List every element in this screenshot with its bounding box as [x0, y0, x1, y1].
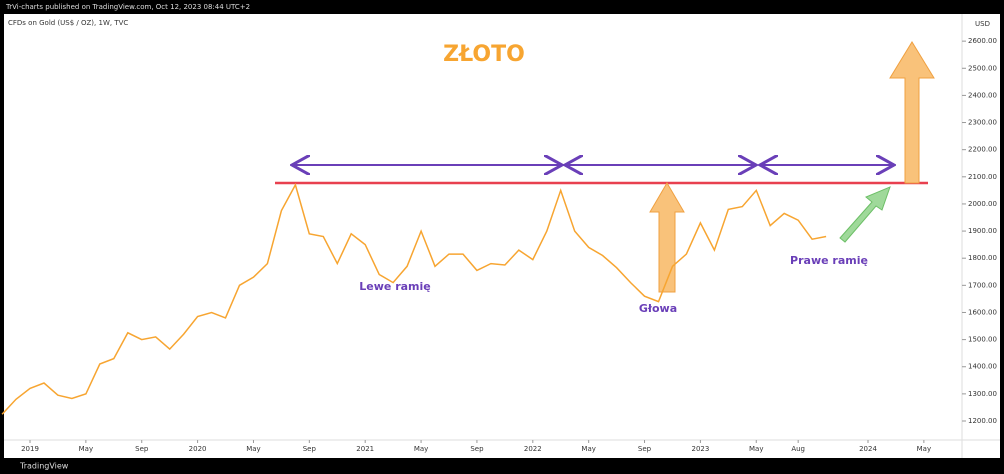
x-tick-label: Sep	[303, 445, 317, 453]
brand: TradingView	[19, 462, 69, 471]
plot-background	[4, 14, 1000, 458]
chart-title: ZŁOTO	[443, 42, 525, 67]
x-tick-label: Sep	[135, 445, 149, 453]
target-arrow	[889, 41, 935, 184]
y-tick-label: 1500.00	[968, 336, 997, 344]
x-tick-label: 2019	[21, 445, 39, 453]
y-axis-label: USD	[975, 20, 990, 28]
x-tick-label: 2020	[189, 445, 207, 453]
head-arrow	[649, 182, 685, 293]
x-tick-label: May	[79, 445, 93, 453]
y-tick-label: 1400.00	[968, 363, 997, 371]
x-tick-label: Aug	[791, 445, 805, 453]
x-tick-label: 2024	[859, 445, 877, 453]
y-tick-label: 2100.00	[968, 173, 997, 181]
x-tick-label: May	[581, 445, 595, 453]
x-tick-label: May	[917, 445, 931, 453]
y-tick-label: 1700.00	[968, 281, 997, 289]
publisher: TrVi-charts published on TradingView.com…	[5, 3, 250, 11]
price-line	[1, 182, 827, 415]
x-tick-label: May	[246, 445, 260, 453]
subtitle: CFDs on Gold (US$ / OZ), 1W, TVC	[8, 19, 128, 27]
x-tick-label: 2021	[356, 445, 374, 453]
annotation: Prawe ramię	[790, 254, 868, 267]
y-tick-label: 2300.00	[968, 119, 997, 127]
annotation: Lewe ramię	[359, 280, 430, 293]
x-tick-label: 2022	[524, 445, 542, 453]
x-tick-label: May	[749, 445, 763, 453]
x-tick-label: Sep	[470, 445, 484, 453]
y-tick-label: 1600.00	[968, 308, 997, 316]
y-tick-label: 2400.00	[968, 91, 997, 99]
y-tick-label: 1800.00	[968, 254, 997, 262]
x-tick-label: Sep	[638, 445, 652, 453]
x-tick-label: 2023	[691, 445, 709, 453]
y-tick-label: 2000.00	[968, 200, 997, 208]
y-tick-label: 2200.00	[968, 146, 997, 154]
y-tick-label: 2500.00	[968, 64, 997, 72]
y-tick-label: 2600.00	[968, 37, 997, 45]
y-tick-label: 1300.00	[968, 390, 997, 398]
annotation: Głowa	[639, 302, 677, 315]
y-tick-label: 1900.00	[968, 227, 997, 235]
breakout-arrow	[839, 186, 891, 243]
y-tick-label: 1200.00	[968, 417, 997, 425]
x-tick-label: May	[414, 445, 428, 453]
